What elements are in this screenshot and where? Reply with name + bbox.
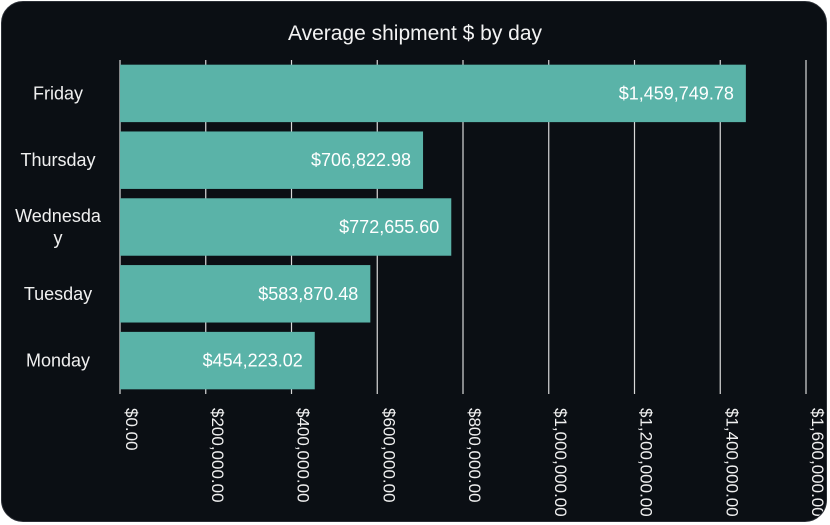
bar [120,331,315,390]
category-labels: Friday Thursday Wednesda y Tuesday Monday [15,83,102,370]
bars [120,64,746,390]
category-label: Thursday [20,150,95,170]
bar [120,198,452,256]
x-tick-label: $1,600,000.00 [808,408,827,517]
data-label: $454,223.02 [203,351,303,371]
x-tick-label: $200,000.00 [208,408,227,503]
chart-title: Average shipment $ by day [288,22,543,45]
bar [120,265,371,323]
category-label-line: Friday [33,83,83,103]
data-label: $583,870.48 [258,284,358,304]
x-tick-label: $800,000.00 [465,408,484,503]
x-tick-labels: $0.00 $200,000.00 $400,000.00 $600,000.00 $8… [122,408,827,517]
category-label-line: Monday [26,351,90,371]
x-tick-label: $0.00 [122,408,141,451]
x-tick-label: $400,000.00 [294,408,313,503]
x-tick-label: $1,200,000.00 [637,408,656,517]
data-label: $772,655.60 [339,217,439,237]
data-label: $706,822.98 [311,150,411,170]
category-label-line: Thursday [20,150,95,170]
data-labels: $1,459,749.78 $706,822.98 $772,655.60 $583,… [203,83,734,370]
category-label-line: y [54,228,63,248]
category-label-line: Tuesday [24,284,92,304]
category-label: Tuesday [24,284,92,304]
bar [120,131,424,189]
category-label: Monday [26,351,90,371]
bar [120,64,746,123]
x-tick-label: $600,000.00 [379,408,398,503]
data-label: $1,459,749.78 [619,83,734,103]
x-tick-label: $1,400,000.00 [722,408,741,517]
category-label: Wednesda y [15,206,102,248]
x-tick-label: $1,000,000.00 [551,408,570,517]
category-label-line: Wednesda [15,206,102,226]
category-label: Friday [33,83,83,103]
